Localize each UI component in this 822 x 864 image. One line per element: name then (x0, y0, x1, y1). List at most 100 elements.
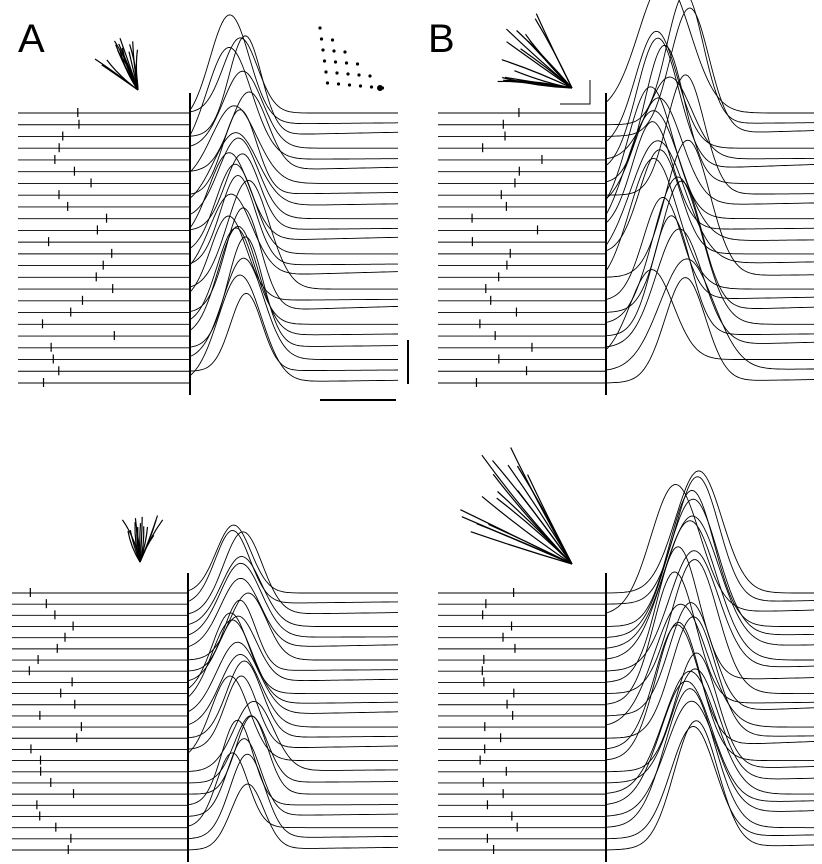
trial-trace (605, 726, 814, 840)
panel-a-top (18, 14, 409, 401)
trial-trace (605, 7, 814, 137)
trial-trace (187, 719, 398, 806)
trial-trace (605, 139, 814, 278)
trial-trace (188, 715, 398, 784)
trajectory-line (139, 519, 157, 563)
target-dot (324, 70, 328, 74)
trial-trace (605, 44, 814, 184)
trial-trace (605, 86, 814, 220)
trial-trace (187, 615, 398, 682)
trajectory-line (492, 460, 573, 565)
trial-trace (606, 489, 814, 627)
trajectory-line (119, 54, 139, 91)
trajectory-line (129, 44, 139, 91)
panel-label-a: A (18, 17, 45, 61)
trajectory-line (496, 497, 573, 565)
trial-trace (605, 621, 814, 762)
panel-label-b: B (428, 17, 455, 61)
trial-trace (189, 35, 398, 137)
trajectory-line (106, 59, 139, 91)
target-dot (318, 26, 322, 30)
trial-trace (187, 577, 399, 648)
trajectory-line (505, 28, 573, 89)
trajectory-line (517, 490, 573, 565)
trial-trace (187, 738, 398, 817)
trial-trace (605, 37, 815, 168)
fan-of-reach-trajectories-icon (121, 515, 164, 563)
target-dot (335, 71, 339, 75)
trial-trace (605, 0, 814, 114)
corner-scale-line (560, 80, 591, 105)
trial-trace (189, 193, 399, 275)
trial-trace (605, 215, 814, 337)
target-dot (355, 62, 360, 66)
target-dot (319, 37, 324, 41)
trial-trace (605, 121, 815, 230)
trial-trace (187, 753, 398, 840)
target-dot (336, 82, 341, 86)
trajectory-line (476, 523, 573, 565)
trial-trace (187, 783, 398, 851)
trial-trace (605, 680, 814, 805)
trial-trace (605, 197, 814, 300)
trial-trace (605, 228, 814, 348)
traces-layer (12, 0, 815, 862)
target-dot (330, 38, 335, 42)
target-dot (322, 59, 327, 63)
trajectory-line (527, 40, 573, 89)
fan-of-reach-trajectories-icon (497, 13, 573, 89)
target-dot (333, 60, 338, 64)
trial-trace (605, 624, 815, 750)
trial-trace (188, 715, 398, 795)
trial-trace (605, 140, 814, 264)
trial-trace (187, 752, 398, 829)
trial-trace (605, 520, 814, 661)
trial-trace (605, 688, 814, 829)
trial-trace (605, 149, 814, 255)
trial-trace (605, 668, 814, 784)
trial-trace (187, 675, 398, 762)
trial-trace (189, 14, 398, 125)
trial-trace (605, 720, 814, 851)
trial-trace (605, 258, 814, 371)
trial-trace (189, 37, 398, 114)
trial-trace (189, 175, 398, 266)
panel-b-top (438, 0, 815, 395)
target-dot (332, 49, 336, 53)
trial-trace (189, 163, 398, 255)
trial-trace (189, 274, 398, 382)
trajectory-line (481, 454, 573, 565)
trial-trace (605, 269, 814, 360)
trial-trace (189, 227, 398, 325)
trajectory-line (510, 447, 573, 565)
target-dot (343, 50, 347, 54)
trial-trace (187, 530, 398, 604)
trajectory-line (134, 522, 141, 563)
trial-trace (606, 277, 815, 384)
trial-trace (189, 132, 398, 206)
target-dot (325, 81, 330, 85)
trial-trace (187, 612, 398, 695)
trial-trace (605, 602, 814, 717)
trial-trace (187, 599, 399, 672)
trial-trace (189, 215, 398, 301)
trial-trace (187, 556, 398, 627)
trajectory-line (501, 59, 573, 89)
trial-trace (605, 700, 815, 817)
trajectory-line (505, 76, 573, 89)
trajectory-line (470, 531, 573, 565)
trial-trace (605, 670, 814, 795)
target-dot (347, 83, 352, 87)
trial-trace (605, 515, 815, 649)
trial-trace (187, 653, 398, 728)
trial-trace (605, 470, 814, 594)
trajectory-line (127, 530, 141, 563)
target-dot (346, 72, 350, 76)
trial-trace (187, 562, 398, 638)
trial-trace (189, 153, 398, 231)
trial-trace (189, 105, 398, 184)
trial-trace (605, 180, 814, 313)
trial-trace (605, 498, 814, 638)
trial-trace (187, 531, 398, 615)
